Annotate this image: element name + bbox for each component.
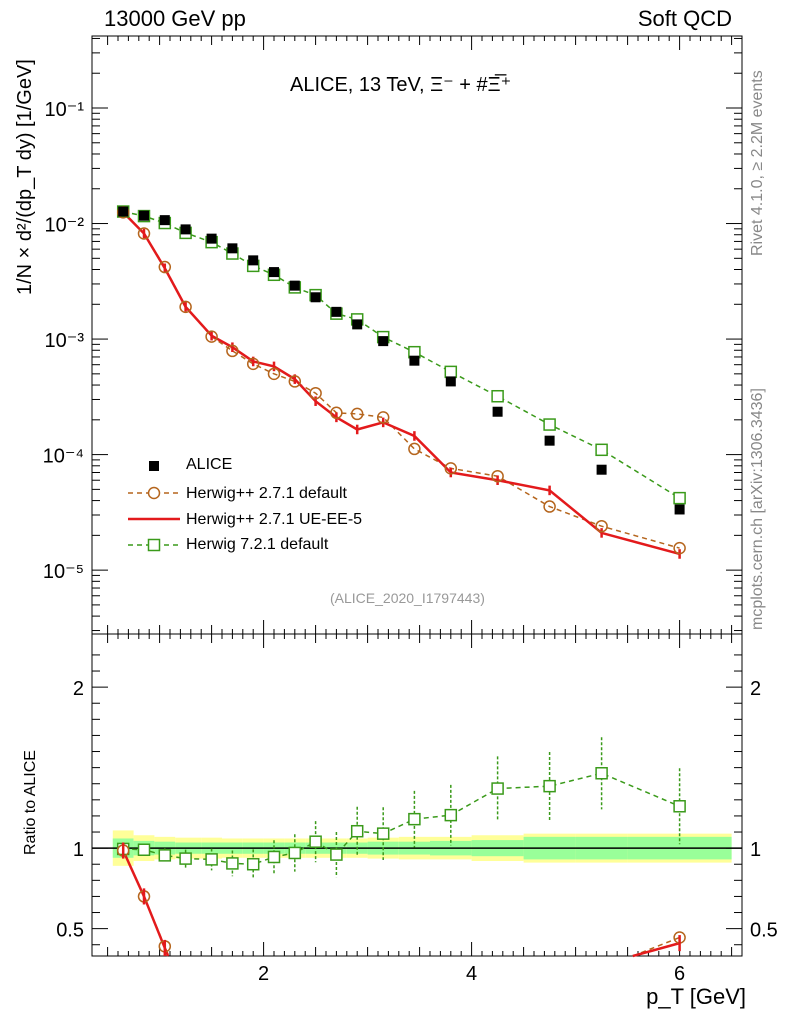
chart-title: ALICE, 13 TeV, Ξ⁻ + #Ξ̅⁺ <box>290 74 512 96</box>
legend-marker-alice <box>149 461 159 471</box>
herwigpp-default-point <box>543 500 556 513</box>
herwig7-point <box>491 389 504 403</box>
ratio-herwig7-point <box>137 843 151 856</box>
ratio-herwig7-point <box>226 857 239 870</box>
herwig7-point <box>543 418 556 431</box>
herwigpp-default-point <box>267 367 281 381</box>
herwigpp-default-point <box>444 462 458 475</box>
ratio-herwig7-point <box>444 808 458 822</box>
alice-point <box>492 406 503 417</box>
y-tick-label: 10⁻³ <box>45 330 85 352</box>
y-tick-label: 10⁻¹ <box>45 99 85 121</box>
alice-point <box>289 280 300 291</box>
alice-point <box>378 336 389 347</box>
x-tick-label: 6 <box>674 963 685 985</box>
ratio-herwig7-point <box>246 857 260 871</box>
ratio-herwig7-point <box>673 800 686 813</box>
alice-point <box>139 210 149 221</box>
x-axis-label: p_T [GeV] <box>646 984 746 1009</box>
alice-point <box>445 376 456 387</box>
ratio-y-tick-label: 2 <box>73 678 84 700</box>
ratio-frame <box>91 633 743 957</box>
herwigpp-default-point <box>595 519 608 533</box>
alice-point <box>352 319 363 330</box>
legend-label-herwig7: Herwig 7.2.1 default <box>186 536 329 553</box>
ratio-y-tick-label: 0.5 <box>56 920 84 942</box>
y-axis-label-ratio: Ratio to ALICE <box>22 750 39 855</box>
ratio-herwig7-point <box>595 767 608 780</box>
ratio-y-tick-label-right: 1 <box>750 839 761 861</box>
ratio-herwig7-point <box>309 835 322 848</box>
rivet-version-label: Rivet 4.1.0, ≥ 2.2M events <box>749 70 766 256</box>
herwigpp-default-point <box>408 442 421 456</box>
y-axis-label-main: 1/N × d²/(dp_T dy) [1/GeV] <box>14 59 36 295</box>
ratio-herwig7-point <box>205 853 218 866</box>
herwigpp-default-point <box>226 344 239 358</box>
y-tick-label: 10⁻⁴ <box>43 446 84 468</box>
analysis-id: (ALICE_2020_I1797443) <box>330 590 485 606</box>
y-tick-label: 10⁻² <box>45 215 85 237</box>
ratio-herwig7-point <box>408 812 421 826</box>
herwigpp-default-point <box>350 407 364 421</box>
alice-point <box>269 267 279 278</box>
alice-point <box>409 355 420 366</box>
alice-point <box>310 292 321 303</box>
ratio-herwig7-point <box>543 779 556 793</box>
herwigpp-default-point <box>137 227 151 240</box>
ratio-herwig7-point <box>267 850 281 864</box>
ratio-herwig7-point <box>158 849 172 862</box>
legend-label-alice: ALICE <box>186 456 233 473</box>
herwigpp-default-point <box>158 260 172 274</box>
ratio-herwig7-point <box>491 782 504 795</box>
alice-point <box>331 306 342 317</box>
alice-point <box>674 504 685 515</box>
herwigpp-default-point <box>673 541 686 555</box>
ratio-herwig7-point <box>350 824 364 838</box>
legend-marker-herwigpp-default <box>147 486 161 500</box>
herwigpp-default-point <box>288 375 302 388</box>
herwig7-point <box>444 365 458 379</box>
alice-point <box>248 255 259 266</box>
ratio-y-tick-label-right: 0.5 <box>750 920 778 942</box>
header-right: Soft QCD <box>637 6 732 31</box>
header-left: 13000 GeV pp <box>104 6 246 31</box>
alice-point <box>227 243 238 254</box>
alice-point <box>118 206 129 217</box>
x-tick-label: 4 <box>466 963 477 985</box>
herwigpp-default-point <box>179 300 192 314</box>
legend-label-herwigpp-ueee5: Herwig++ 2.7.1 UE-EE-5 <box>186 511 363 528</box>
legend-marker-herwig7 <box>147 538 161 552</box>
herwig7-point <box>595 443 608 457</box>
herwigpp-default-point <box>309 386 322 400</box>
ratio-y-tick-label-right: 2 <box>750 678 761 700</box>
legend-label-herwigpp-default: Herwig++ 2.7.1 default <box>186 485 347 502</box>
herwigpp-default-point <box>330 406 343 420</box>
alice-point <box>596 464 607 475</box>
alice-point <box>544 435 555 446</box>
x-tick-label: 2 <box>258 963 269 985</box>
y-tick-label: 10⁻⁵ <box>43 561 84 583</box>
herwigpp-default-point <box>205 330 218 343</box>
herwigpp-default-point <box>246 357 260 371</box>
herwigpp-default-point <box>376 411 390 424</box>
mcplots-reference-label: mcplots.cern.ch [arXiv:1306.3436] <box>749 388 766 630</box>
ratio-line-2 <box>122 850 170 957</box>
ratio-herwig7-point <box>179 852 192 865</box>
alice-point <box>206 233 217 244</box>
herwig7-point <box>673 491 686 505</box>
ratio-line-2 <box>632 941 680 958</box>
ratio-y-tick-label: 1 <box>73 839 84 861</box>
alice-point <box>159 215 170 226</box>
ratio-herwig7-point <box>330 848 343 861</box>
ratio-herwig7-point <box>288 846 302 860</box>
ratio-herwig7-point <box>376 827 390 840</box>
herwigpp-default-point <box>491 469 504 483</box>
alice-point <box>180 224 191 235</box>
